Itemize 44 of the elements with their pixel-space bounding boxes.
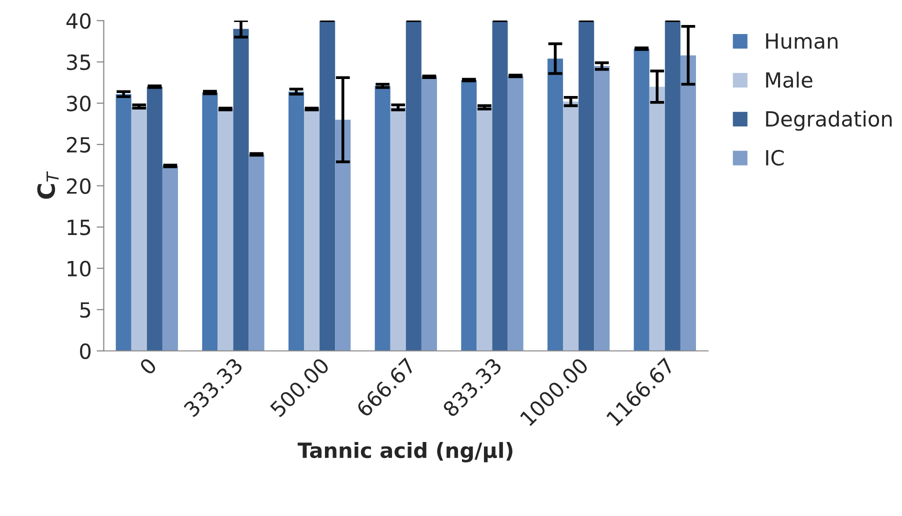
y-tick-label: 0: [80, 343, 91, 360]
bar: [233, 28, 249, 351]
bar: [563, 102, 579, 351]
y-tick-label: 30: [67, 96, 91, 112]
bar: [320, 20, 336, 351]
bar: [406, 20, 422, 351]
bar: [374, 86, 390, 351]
legend-label: Male: [766, 72, 812, 88]
bar: [634, 48, 650, 351]
y-tick-label: 20: [66, 178, 91, 194]
y-tick-label: 5: [80, 302, 90, 318]
bar: [116, 94, 132, 351]
bar: [594, 66, 610, 351]
bar: [248, 154, 264, 351]
bar: [508, 76, 524, 351]
y-axis-title: C$_{T}$: [37, 171, 59, 199]
bar: [288, 92, 304, 351]
y-tick-label: 15: [68, 220, 90, 236]
y-tick-label: 35: [67, 54, 90, 70]
bar: [649, 86, 665, 351]
x-axis-title: Tannic acid (ng/µl): [298, 442, 512, 462]
bar: [680, 55, 696, 351]
y-tick-label: 10: [68, 260, 91, 277]
bar: [304, 108, 320, 351]
legend-label: IC: [766, 150, 784, 166]
bar: [578, 20, 594, 351]
bar: [664, 20, 680, 351]
bar: [492, 20, 508, 351]
bar: [390, 107, 406, 351]
bar: [131, 106, 147, 351]
bar: [202, 92, 218, 351]
bar: [335, 120, 351, 351]
legend-label: Degradation: [766, 110, 892, 131]
bar: [162, 166, 178, 351]
bar: [476, 107, 492, 351]
bar: [421, 76, 437, 351]
bar: [146, 86, 162, 351]
bar: [218, 108, 234, 351]
y-tick-label: 25: [66, 136, 90, 153]
legend-label: Human: [766, 33, 838, 49]
x-tick-label: 0: [138, 356, 158, 376]
y-tick-label: 40: [66, 13, 91, 29]
bar: [461, 80, 477, 351]
bar: [547, 58, 564, 351]
